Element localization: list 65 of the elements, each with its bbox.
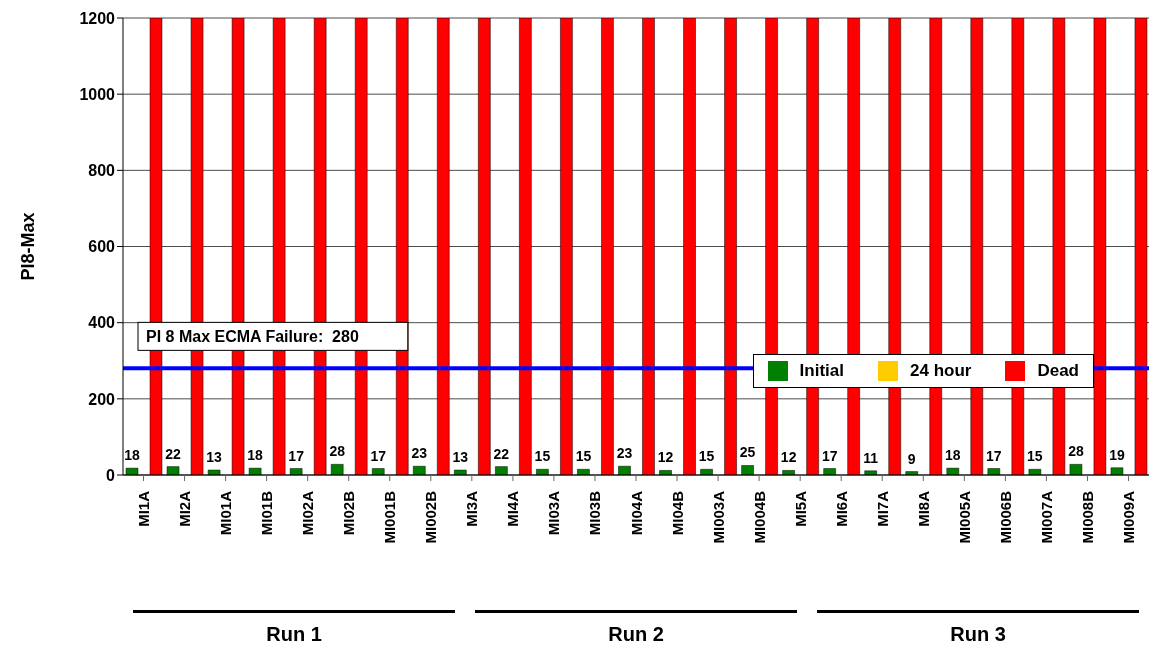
data-label: 18	[124, 447, 140, 464]
data-label: 13	[452, 449, 469, 466]
text: Run 3	[950, 623, 1006, 645]
x-tick-label: MI7A	[873, 490, 891, 527]
legend-label: Initial	[798, 361, 845, 381]
data-label: 15	[534, 448, 551, 465]
data-label: 13	[206, 449, 223, 466]
x-tick-label: MI003A	[709, 490, 727, 544]
data-label: 23	[411, 445, 428, 462]
x-tick-label: MI002B	[422, 490, 440, 544]
data-label: 18	[247, 447, 264, 464]
x-tick-label: MI005A	[955, 490, 973, 544]
data-label: 25	[739, 444, 756, 461]
data-label: 12	[657, 449, 674, 466]
legend-label: Dead	[1036, 361, 1079, 381]
y-tick-label: 800	[88, 162, 116, 180]
x-tick-label: MI001B	[381, 490, 399, 544]
y-tick-label: 1000	[79, 85, 116, 103]
data-label: 17	[986, 447, 1002, 464]
data-label: 18	[945, 447, 961, 464]
data-label: 11	[863, 449, 879, 466]
x-tick-label: MI009A	[1119, 490, 1137, 544]
data-label: 12	[780, 449, 797, 466]
x-tick-label: MI004B	[750, 490, 768, 544]
x-tick-label: MI02B	[340, 490, 358, 536]
text: Run 2	[608, 623, 664, 645]
x-tick-label: MI1A	[135, 490, 153, 527]
y-tick-label: 200	[88, 390, 116, 408]
data-label: 17	[821, 447, 838, 464]
y-axis-title: PI8-Max	[18, 212, 39, 281]
data-label: 17	[370, 447, 387, 464]
data-label: 15	[575, 448, 592, 465]
x-tick-label: MI4A	[504, 490, 522, 527]
x-tick-label: MI008B	[1078, 490, 1096, 544]
x-tick-label: MI01B	[258, 490, 276, 536]
x-tick-label: MI007A	[1037, 490, 1055, 544]
x-tick-label: MI02A	[299, 490, 317, 536]
data-label: 15	[698, 448, 715, 465]
x-tick-label: MI006B	[996, 490, 1014, 544]
data-label: 15	[1027, 448, 1043, 465]
y-tick-label: 600	[88, 238, 116, 256]
data-label: 23	[616, 445, 633, 462]
data-label: 22	[493, 445, 510, 462]
ref-line-label: PI 8 Max ECMA Failure: 280	[146, 327, 359, 345]
data-label: 19	[1109, 446, 1125, 463]
y-tick-label: 1200	[79, 9, 116, 27]
data-label: 9	[907, 450, 916, 467]
x-tick-label: MI03B	[586, 490, 604, 536]
data-label: 28	[1068, 443, 1084, 460]
x-tick-label: MI04B	[668, 490, 686, 536]
x-tick-label: MI03A	[545, 490, 563, 536]
data-label: 17	[288, 447, 305, 464]
text: Run 1	[266, 623, 322, 645]
x-tick-label: MI8A	[914, 490, 932, 527]
data-label: 28	[329, 443, 346, 460]
x-tick-label: MI5A	[791, 490, 809, 527]
x-tick-label: MI3A	[463, 490, 481, 527]
x-tick-label: MI01A	[217, 490, 235, 536]
y-tick-label: 0	[106, 466, 116, 484]
data-label: 22	[165, 445, 182, 462]
y-tick-label: 400	[88, 314, 116, 332]
x-tick-label: MI2A	[176, 490, 194, 527]
legend-label: 24 hour	[909, 361, 972, 381]
x-tick-label: MI6A	[832, 490, 850, 527]
x-tick-label: MI04A	[627, 490, 645, 536]
